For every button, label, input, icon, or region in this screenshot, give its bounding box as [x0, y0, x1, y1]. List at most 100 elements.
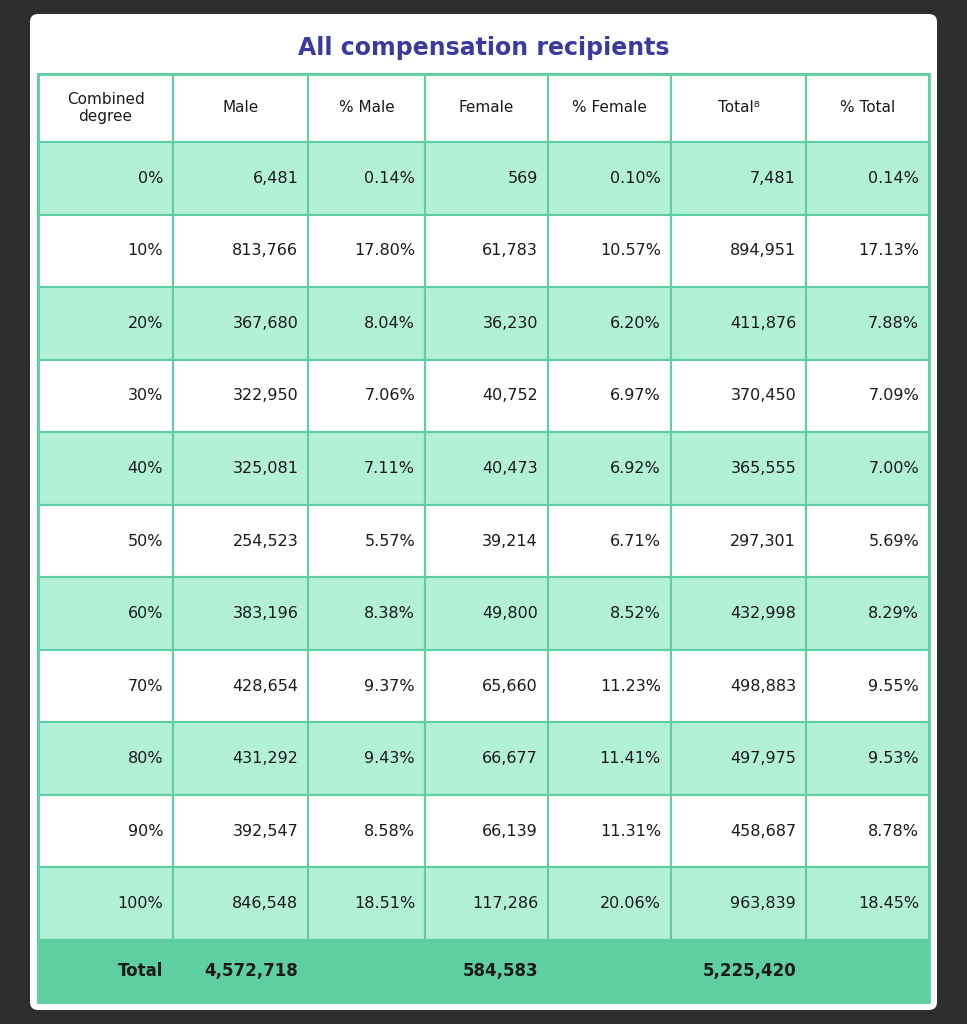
- Bar: [806, 287, 929, 359]
- Bar: [806, 432, 929, 505]
- Bar: [425, 287, 548, 359]
- Bar: [806, 142, 929, 215]
- Bar: [548, 867, 671, 940]
- Bar: [548, 650, 671, 722]
- Bar: [548, 578, 671, 650]
- Text: 70%: 70%: [128, 679, 163, 693]
- Bar: [806, 650, 929, 722]
- Bar: [173, 650, 308, 722]
- Bar: [671, 578, 806, 650]
- Text: 392,547: 392,547: [233, 823, 299, 839]
- Bar: [308, 142, 425, 215]
- Text: % Total: % Total: [840, 100, 895, 116]
- Bar: [308, 867, 425, 940]
- Text: 36,230: 36,230: [483, 315, 538, 331]
- Bar: [806, 940, 929, 1002]
- Bar: [671, 867, 806, 940]
- Bar: [308, 505, 425, 578]
- Bar: [308, 432, 425, 505]
- Bar: [38, 795, 173, 867]
- Bar: [173, 867, 308, 940]
- Bar: [425, 867, 548, 940]
- Text: 963,839: 963,839: [730, 896, 796, 911]
- Text: 10%: 10%: [128, 244, 163, 258]
- Bar: [308, 359, 425, 432]
- Bar: [38, 867, 173, 940]
- Bar: [173, 578, 308, 650]
- Bar: [671, 722, 806, 795]
- Text: Total⁸: Total⁸: [718, 100, 759, 116]
- Text: 9.43%: 9.43%: [365, 752, 415, 766]
- Bar: [806, 359, 929, 432]
- Text: 584,583: 584,583: [462, 962, 538, 980]
- Text: 6.71%: 6.71%: [610, 534, 660, 549]
- Text: 5.57%: 5.57%: [365, 534, 415, 549]
- Text: 17.13%: 17.13%: [858, 244, 919, 258]
- Bar: [38, 650, 173, 722]
- Bar: [806, 578, 929, 650]
- Bar: [548, 505, 671, 578]
- Bar: [173, 505, 308, 578]
- Text: 40,752: 40,752: [483, 388, 538, 403]
- Bar: [806, 74, 929, 142]
- Text: 5.69%: 5.69%: [868, 534, 919, 549]
- Text: 11.31%: 11.31%: [600, 823, 660, 839]
- Bar: [671, 359, 806, 432]
- Bar: [425, 505, 548, 578]
- Text: Total: Total: [118, 962, 163, 980]
- Text: % Female: % Female: [572, 100, 647, 116]
- Text: 18.45%: 18.45%: [858, 896, 919, 911]
- Text: 100%: 100%: [117, 896, 163, 911]
- Text: 9.55%: 9.55%: [868, 679, 919, 693]
- Text: 297,301: 297,301: [730, 534, 796, 549]
- Text: 498,883: 498,883: [730, 679, 796, 693]
- Text: 365,555: 365,555: [730, 461, 796, 476]
- Bar: [425, 359, 548, 432]
- Bar: [173, 795, 308, 867]
- Text: All compensation recipients: All compensation recipients: [298, 36, 669, 60]
- Text: 50%: 50%: [128, 534, 163, 549]
- Bar: [38, 359, 173, 432]
- Text: % Male: % Male: [338, 100, 395, 116]
- Bar: [548, 722, 671, 795]
- Text: 66,139: 66,139: [483, 823, 538, 839]
- Bar: [806, 505, 929, 578]
- Bar: [806, 867, 929, 940]
- Bar: [425, 142, 548, 215]
- Bar: [38, 722, 173, 795]
- Text: 325,081: 325,081: [232, 461, 299, 476]
- Text: 8.58%: 8.58%: [365, 823, 415, 839]
- Bar: [671, 74, 806, 142]
- Bar: [548, 142, 671, 215]
- Text: 30%: 30%: [128, 388, 163, 403]
- Bar: [548, 940, 671, 1002]
- Text: 6.20%: 6.20%: [610, 315, 660, 331]
- Bar: [38, 74, 173, 142]
- Text: 8.52%: 8.52%: [610, 606, 660, 621]
- Bar: [38, 287, 173, 359]
- Text: 0.10%: 0.10%: [610, 171, 660, 185]
- Text: 7.06%: 7.06%: [365, 388, 415, 403]
- Bar: [173, 74, 308, 142]
- Text: 8.78%: 8.78%: [868, 823, 919, 839]
- Bar: [806, 722, 929, 795]
- Bar: [173, 215, 308, 287]
- Text: 11.41%: 11.41%: [600, 752, 660, 766]
- Bar: [671, 142, 806, 215]
- Bar: [173, 432, 308, 505]
- Bar: [671, 215, 806, 287]
- Text: Male: Male: [222, 100, 259, 116]
- Text: 117,286: 117,286: [472, 896, 538, 911]
- Text: 11.23%: 11.23%: [600, 679, 660, 693]
- Text: 7.09%: 7.09%: [868, 388, 919, 403]
- Text: 6,481: 6,481: [252, 171, 299, 185]
- Bar: [308, 287, 425, 359]
- Text: 39,214: 39,214: [483, 534, 538, 549]
- Text: 60%: 60%: [128, 606, 163, 621]
- Bar: [671, 650, 806, 722]
- Text: 367,680: 367,680: [232, 315, 299, 331]
- Bar: [308, 215, 425, 287]
- Text: 20%: 20%: [128, 315, 163, 331]
- Bar: [425, 722, 548, 795]
- Bar: [308, 650, 425, 722]
